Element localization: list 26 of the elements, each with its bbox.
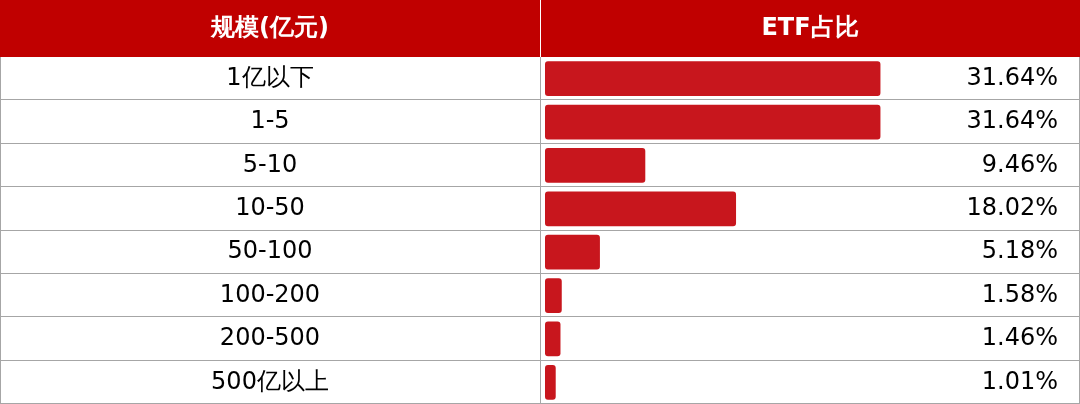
data-label: 31.64% bbox=[966, 106, 1058, 135]
bar bbox=[545, 364, 556, 400]
bar bbox=[545, 321, 561, 357]
bar bbox=[545, 234, 600, 270]
bar bbox=[545, 191, 737, 227]
x-axis-title: ETF占比 bbox=[761, 12, 859, 41]
y-tick-label: 10-50 bbox=[235, 193, 305, 222]
bar bbox=[545, 148, 646, 183]
data-label: 1.46% bbox=[981, 323, 1058, 352]
y-tick-label: 50-100 bbox=[227, 236, 313, 265]
bar bbox=[545, 278, 562, 313]
y-tick-label: 500亿以上 bbox=[211, 366, 329, 395]
data-label: 5.18% bbox=[981, 236, 1058, 265]
y-tick-label: 200-500 bbox=[219, 323, 321, 352]
bar bbox=[545, 104, 881, 140]
data-label: 1.58% bbox=[981, 279, 1058, 308]
bar bbox=[545, 61, 881, 97]
data-label: 1.01% bbox=[981, 366, 1058, 395]
y-axis-title: 规模(亿元) bbox=[210, 12, 329, 41]
y-tick-label: 5-10 bbox=[242, 149, 298, 178]
data-label: 18.02% bbox=[966, 193, 1058, 222]
y-tick-label: 100-200 bbox=[219, 279, 321, 308]
y-tick-label: 1-5 bbox=[250, 106, 290, 135]
y-tick-label: 1亿以下 bbox=[226, 62, 314, 91]
data-label: 31.64% bbox=[966, 62, 1058, 91]
data-label: 9.46% bbox=[981, 149, 1058, 178]
